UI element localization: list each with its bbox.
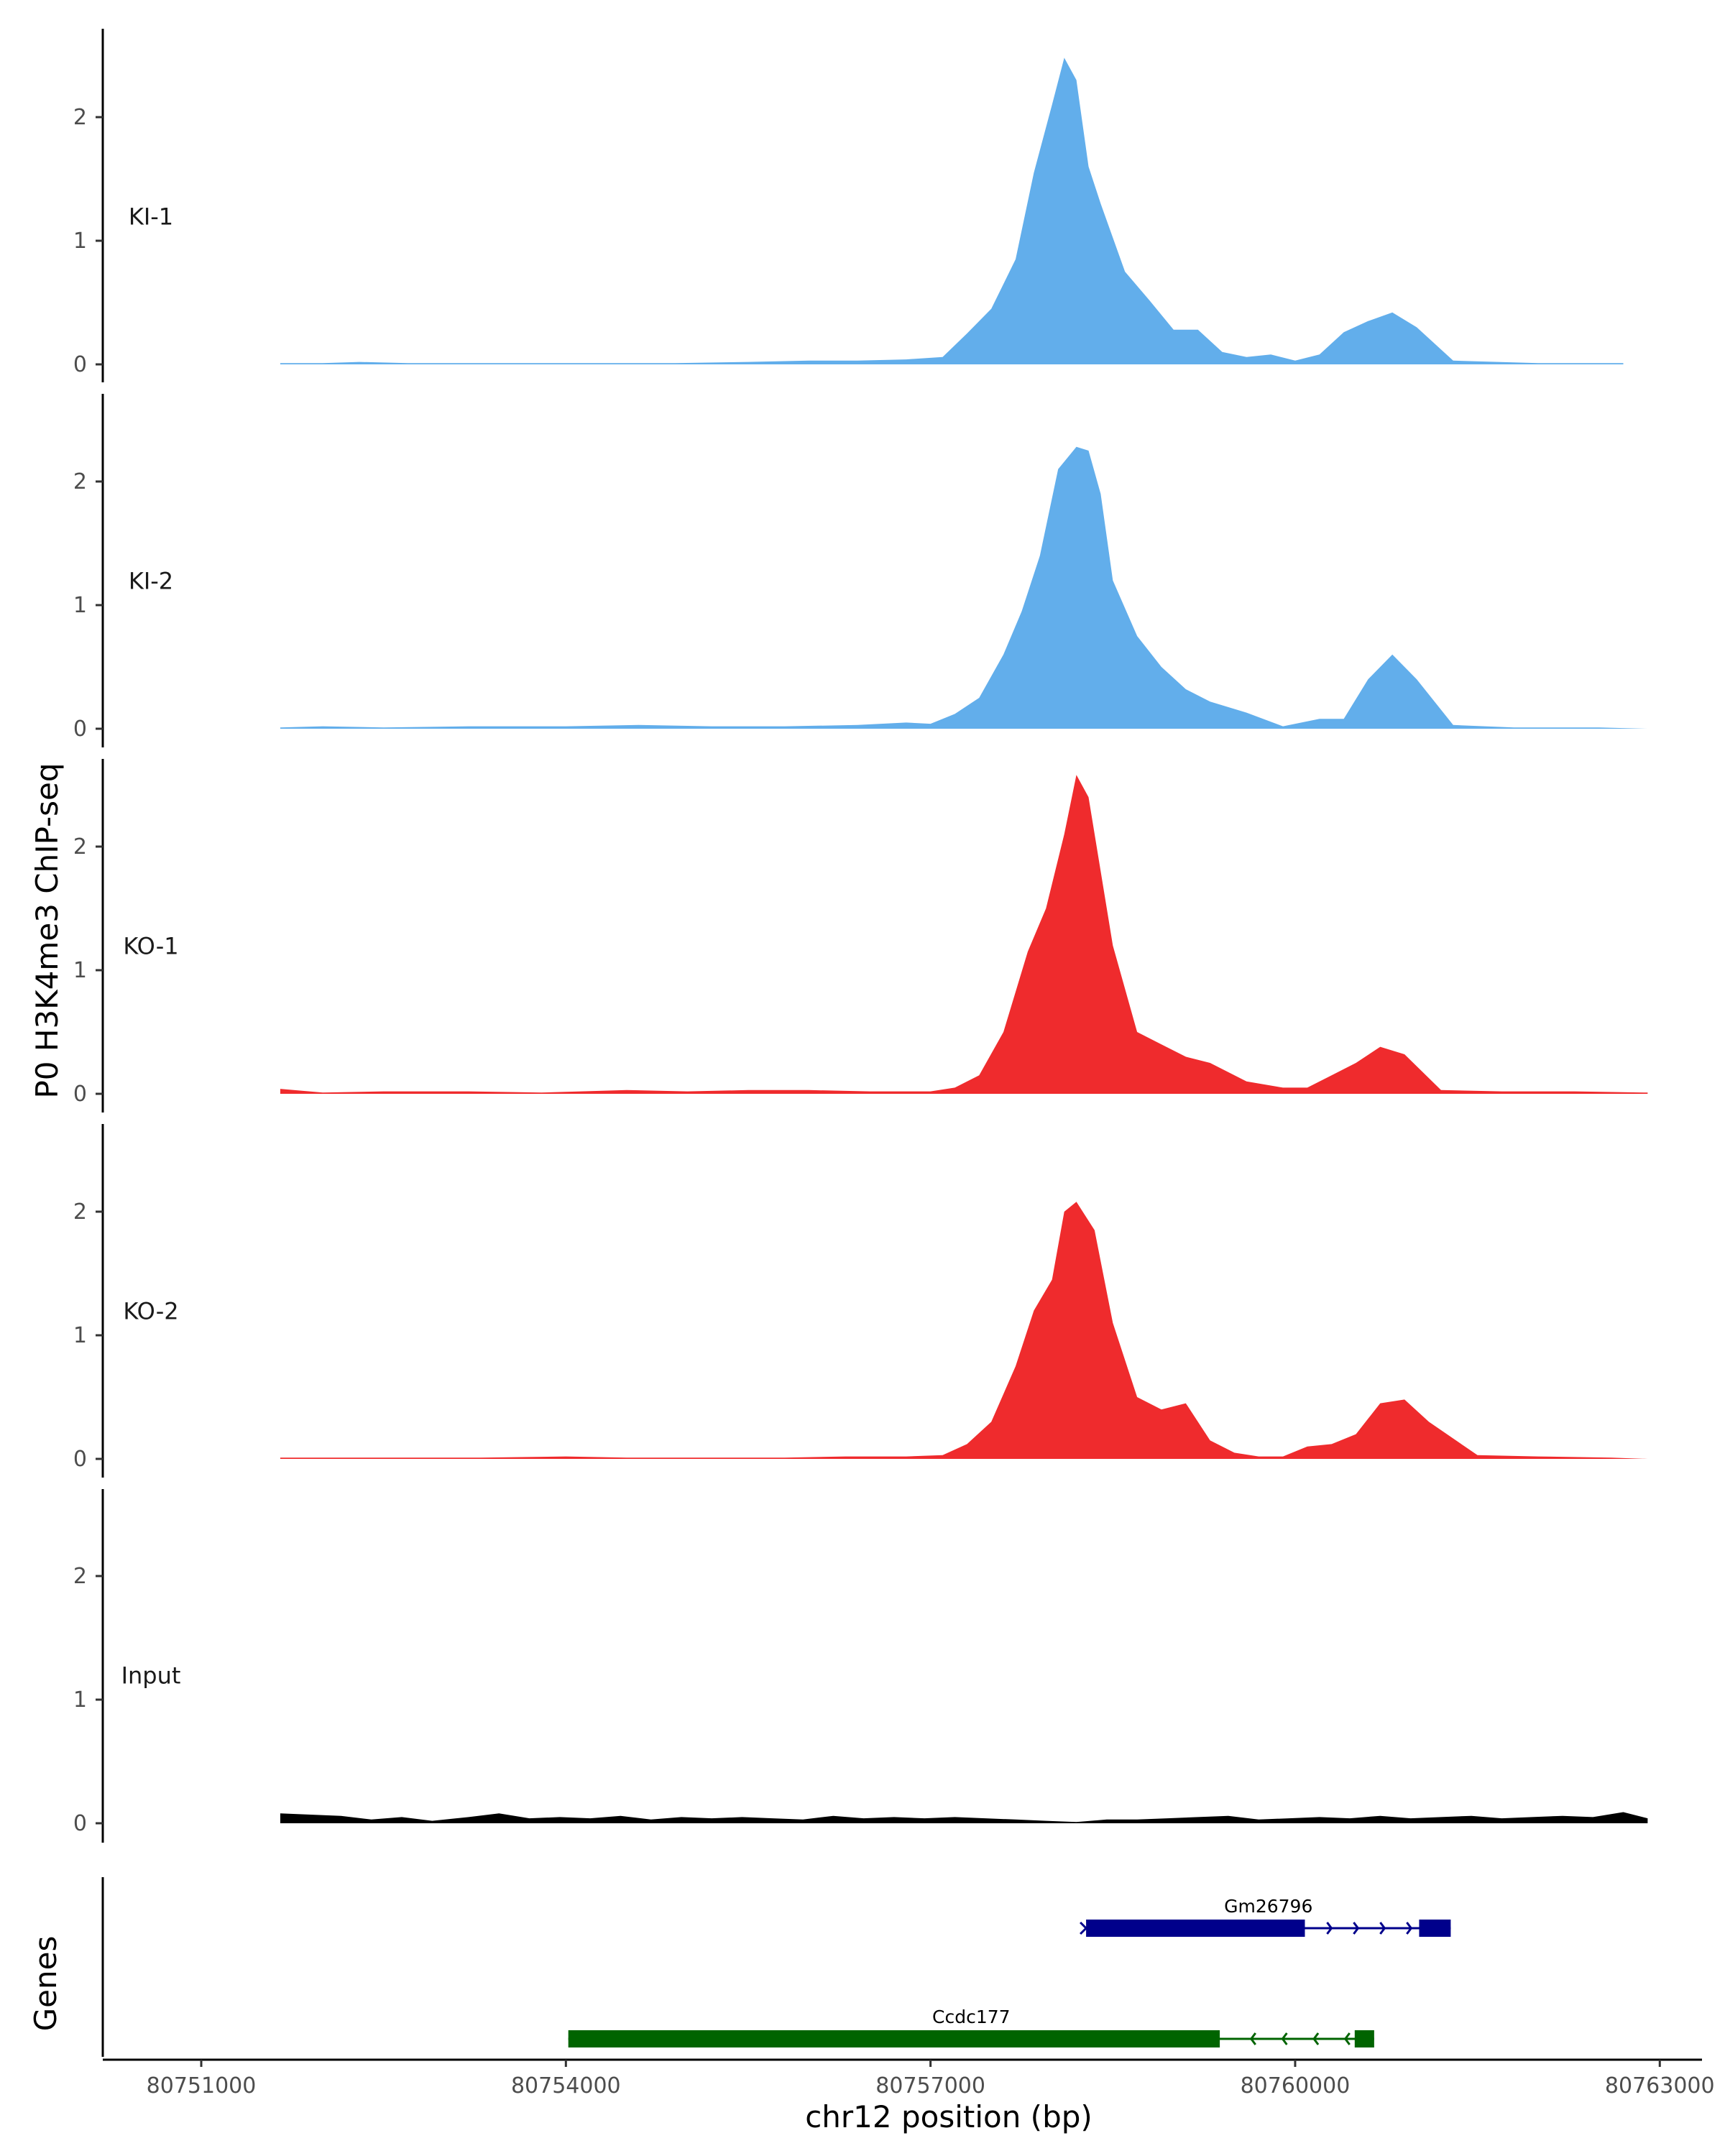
y-tick-label: 2 xyxy=(73,469,87,494)
y-tick-label: 1 xyxy=(73,1323,87,1348)
x-tick-label: 80754000 xyxy=(511,2073,621,2099)
series-area-input xyxy=(280,1812,1648,1823)
x-tick-label: 80760000 xyxy=(1241,2073,1351,2099)
x-axis: 80751000 80754000 80757000 80760000 80763000 xyxy=(103,2058,1715,2099)
x-tick-label: 80751000 xyxy=(147,2073,257,2099)
gene-gm26796: Gm26796 xyxy=(1080,1896,1451,1937)
x-tick-label: 80757000 xyxy=(875,2073,985,2099)
strand-arrow xyxy=(1406,1922,1413,1935)
strand-arrow xyxy=(1312,2032,1320,2045)
series-area-ki-1 xyxy=(280,57,1624,365)
y-tick-label: 1 xyxy=(73,958,87,983)
strand-arrow xyxy=(1343,2032,1351,2045)
y-tick-label: 0 xyxy=(73,1082,87,1107)
y-tick-label: 1 xyxy=(73,229,87,254)
x-tick-label: 80763000 xyxy=(1605,2073,1715,2099)
gene-label: Gm26796 xyxy=(1224,1896,1312,1917)
track-ki-1: 0 1 2 KI-1 xyxy=(73,29,1624,382)
y-tick-label: 2 xyxy=(73,1199,87,1225)
y-tick-label: 2 xyxy=(73,1564,87,1589)
strand-arrow xyxy=(1080,1921,1088,1935)
gene-label: Ccdc177 xyxy=(932,2007,1011,2027)
strand-arrow xyxy=(1326,1922,1333,1935)
gene-ccdc177: Ccdc177 xyxy=(568,2007,1374,2047)
series-area-ko-1 xyxy=(280,775,1648,1094)
track-ki-2: 0 1 2 KI-2 xyxy=(73,394,1648,747)
track-label: Input xyxy=(121,1662,181,1690)
y-tick-label: 2 xyxy=(73,105,87,130)
track-label: KI-1 xyxy=(129,203,173,231)
strand-arrow xyxy=(1379,1922,1386,1935)
track-label: KI-2 xyxy=(129,568,173,595)
track-label: KO-2 xyxy=(123,1298,178,1325)
series-area-ko-2 xyxy=(280,1202,1648,1459)
y-tick-label: 0 xyxy=(73,1447,87,1472)
x-axis-title: chr12 position (bp) xyxy=(805,2099,1092,2134)
y-tick-label: 2 xyxy=(73,834,87,860)
strand-arrow xyxy=(1353,1922,1360,1935)
gene-exon xyxy=(1354,2030,1374,2047)
strand-arrow xyxy=(1249,2032,1256,2045)
signal-tracks: 0 1 2 KI-1 0 1 2 KI-2 0 1 2 KO-1 0 1 2 KO-2 0 1 2 Input xyxy=(73,29,1648,1843)
strand-arrow xyxy=(1281,2032,1288,2045)
gene-exon xyxy=(568,2030,1220,2047)
track-input: 0 1 2 Input xyxy=(73,1489,1648,1843)
genes-panel: Gm26796 Ccdc177 xyxy=(101,1877,1451,2057)
y-tick-label: 0 xyxy=(73,1811,87,1836)
y-tick-label: 0 xyxy=(73,717,87,742)
track-ko-1: 0 1 2 KO-1 xyxy=(73,759,1648,1112)
track-label: KO-1 xyxy=(123,933,178,960)
y-tick-label: 0 xyxy=(73,352,87,377)
track-ko-2: 0 1 2 KO-2 xyxy=(73,1124,1648,1478)
gene-exon xyxy=(1086,1920,1305,1937)
y-axis-title: P0 H3K4me3 ChIP-seq xyxy=(29,763,65,1098)
gene-exon xyxy=(1419,1920,1451,1937)
series-area-ki-2 xyxy=(280,446,1648,729)
y-tick-label: 1 xyxy=(73,593,87,618)
genes-axis-title: Genes xyxy=(28,1936,63,2032)
y-tick-label: 1 xyxy=(73,1687,87,1713)
